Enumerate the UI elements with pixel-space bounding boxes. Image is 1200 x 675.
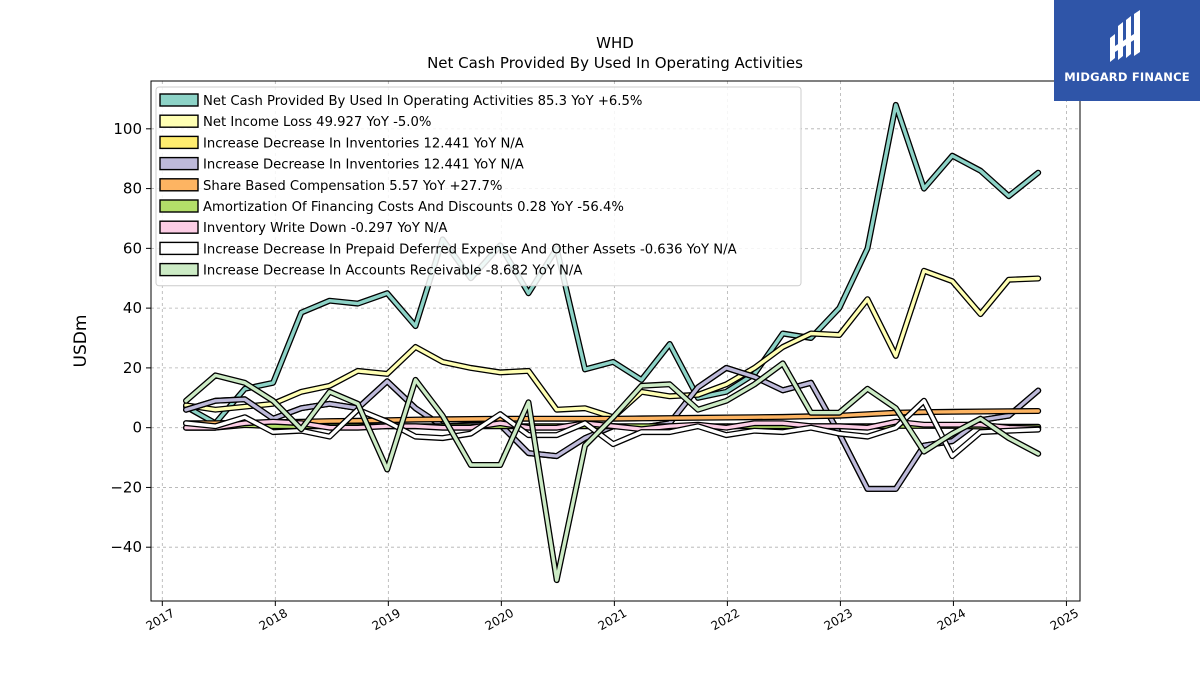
x-tick-label: 2019: [370, 606, 403, 633]
legend-label: Increase Decrease In Inventories 12.441 …: [203, 158, 524, 173]
legend-label: Amortization Of Financing Costs And Disc…: [203, 200, 624, 215]
legend-swatch: [159, 262, 199, 277]
legend-item[interactable]: Share Based Compensation 5.57 YoY +27.7%: [159, 178, 502, 194]
x-tick-label: 2020: [483, 606, 516, 633]
series-layer: [183, 101, 1042, 584]
legend-label: Increase Decrease In Accounts Receivable…: [203, 264, 582, 279]
series-0: [183, 101, 1042, 427]
y-tick-label: 20: [123, 359, 142, 377]
series-7: [183, 397, 1042, 460]
x-tick-label: 2025: [1048, 606, 1081, 633]
legend-swatch: [159, 135, 199, 150]
chart-title: WHD: [596, 34, 634, 52]
legend-label: Net Income Loss 49.927 YoY -5.0%: [203, 115, 431, 130]
y-tick-label: −40: [110, 538, 142, 556]
x-tick-label: 2022: [709, 606, 742, 633]
y-tick-label: 100: [113, 120, 142, 138]
legend-swatch: [159, 220, 199, 234]
y-tick-label: −20: [110, 478, 142, 496]
legend-swatch: [159, 156, 199, 171]
y-tick-label: 60: [123, 239, 142, 257]
x-tick-label: 2017: [144, 606, 177, 633]
chart-subtitle: Net Cash Provided By Used In Operating A…: [427, 54, 803, 72]
legend-swatch: [159, 178, 199, 192]
x-tick-label: 2021: [596, 606, 629, 633]
legend-item[interactable]: Net Income Loss 49.927 YoY -5.0%: [159, 114, 431, 130]
series-6: [183, 418, 1042, 433]
x-tick-label: 2024: [935, 606, 968, 633]
legend[interactable]: Net Cash Provided By Used In Operating A…: [155, 86, 802, 287]
legend-swatch: [159, 93, 199, 107]
legend-swatch: [159, 241, 199, 256]
brand-name: MIDGARD FINANCE: [1064, 70, 1190, 84]
legend-item[interactable]: Inventory Write Down -0.297 YoY N/A: [159, 220, 447, 236]
x-tick-label: 2023: [822, 606, 855, 633]
y-tick-label: 40: [123, 299, 142, 317]
y-tick-label: 80: [123, 180, 142, 198]
brand-logo: MIDGARD FINANCE: [1054, 0, 1200, 101]
x-tick-label: 2018: [257, 606, 290, 633]
legend-item[interactable]: Increase Decrease In Accounts Receivable…: [159, 262, 582, 279]
legend-item[interactable]: Increase Decrease In Prepaid Deferred Ex…: [159, 241, 737, 257]
y-tick-label: 0: [132, 419, 142, 437]
legend-item[interactable]: Increase Decrease In Inventories 12.441 …: [159, 156, 524, 173]
legend-box: [155, 86, 802, 287]
legend-label: Increase Decrease In Inventories 12.441 …: [203, 136, 524, 151]
series-line: [184, 420, 1040, 431]
series-line: [184, 361, 1040, 582]
legend-item[interactable]: Amortization Of Financing Costs And Disc…: [159, 199, 624, 215]
series-8: [183, 360, 1042, 584]
legend-item[interactable]: Net Cash Provided By Used In Operating A…: [159, 93, 642, 109]
legend-label: Increase Decrease In Prepaid Deferred Ex…: [203, 242, 737, 257]
midgard-logo-icon: [1110, 10, 1140, 62]
legend-label: Inventory Write Down -0.297 YoY N/A: [203, 221, 447, 236]
plot-frame: [150, 80, 1081, 602]
legend-item[interactable]: Increase Decrease In Inventories 12.441 …: [159, 135, 524, 151]
series-line: [184, 399, 1040, 458]
legend-label: Net Cash Provided By Used In Operating A…: [203, 94, 642, 109]
y-axis-label: USDm: [71, 315, 91, 368]
legend-label: Share Based Compensation 5.57 YoY +27.7%: [203, 179, 502, 194]
legend-swatch: [159, 199, 199, 213]
legend-swatch: [159, 114, 199, 128]
series-line: [184, 103, 1040, 425]
